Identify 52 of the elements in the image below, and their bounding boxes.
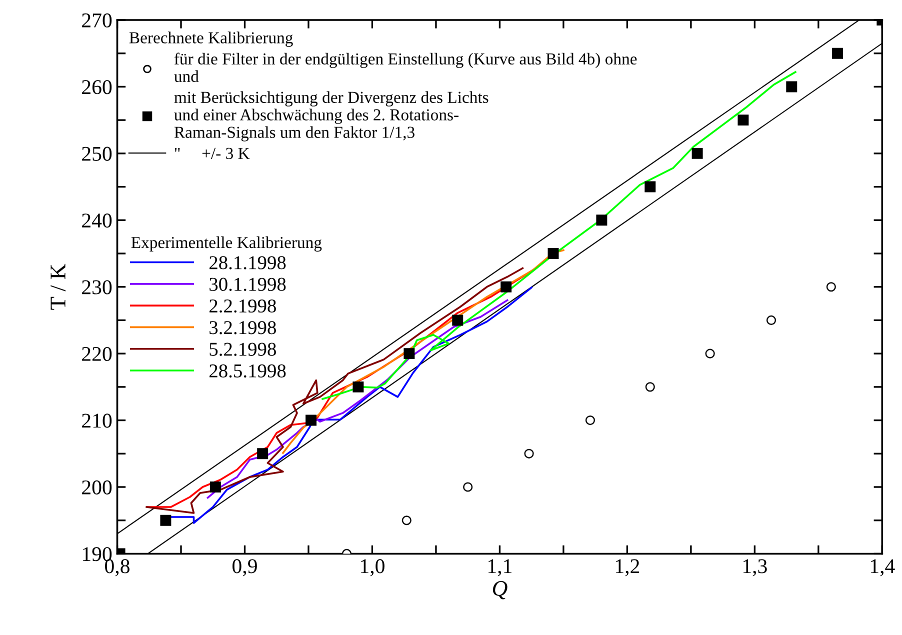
x-tick-label: 1,4: [870, 559, 895, 576]
legend-label: 5.2.1998: [210, 342, 276, 356]
legend-label: 3.2.1998: [210, 321, 276, 334]
point: [832, 48, 844, 59]
point: [257, 448, 268, 460]
point: [402, 516, 412, 526]
legend-label: 30.1.1998: [210, 278, 286, 292]
annotation: Experimentelle Kalibrierung: [131, 236, 322, 252]
x-tick-label: 1,3: [743, 559, 767, 576]
point: [585, 416, 596, 426]
point: [644, 181, 656, 192]
y-tick-label: 260: [82, 80, 112, 94]
point: [210, 482, 221, 492]
point: [692, 148, 703, 159]
point: [524, 448, 534, 458]
point: [404, 348, 415, 360]
line-series: [206, 299, 508, 499]
legend-label: mit Berücksichtigung der Divergenz des Lichts und einer Abschwächung des 2. Rotations- Raman-Signals um den Faktor 1/1,3: [174, 91, 488, 142]
point: [738, 114, 749, 126]
legend-label: 28.1.1998: [210, 256, 286, 270]
y-tick-label: 190: [82, 547, 112, 562]
y-tick-label: 250: [82, 146, 112, 161]
y-axis-title: T / K: [50, 264, 66, 310]
legend-title: Berechnete Kalibrierung: [129, 32, 293, 47]
y-tick-label: 240: [82, 214, 112, 228]
x-tick-label: 1,1: [488, 559, 512, 576]
y-tick-label: 220: [82, 346, 112, 362]
x-axis-title: Q: [492, 580, 508, 600]
x-tick-label: 1,2: [616, 559, 640, 576]
point: [705, 348, 715, 358]
point: [463, 482, 473, 492]
point: [766, 315, 776, 326]
y-tick-label: 230: [82, 280, 112, 294]
point: [826, 282, 836, 292]
point: [548, 248, 559, 259]
point: [306, 414, 317, 426]
point: [645, 382, 655, 392]
y-tick-label: 210: [82, 414, 112, 428]
point: [500, 281, 512, 292]
point: [596, 214, 608, 226]
legend-label: " +/- 3 K: [174, 148, 250, 160]
legend-label: 28.5.1998: [210, 364, 286, 378]
legend-label: 2.2.1998: [210, 299, 276, 313]
x-tick-label: 1,0: [361, 559, 384, 576]
x-tick-label: 0,8: [105, 559, 130, 576]
point: [160, 514, 172, 526]
y-tick-label: 200: [82, 480, 112, 494]
point: [452, 314, 464, 326]
x-tick-label: 0,9: [232, 559, 257, 576]
point: [786, 81, 798, 92]
point: [352, 381, 364, 392]
y-tick-label: 270: [82, 13, 112, 28]
